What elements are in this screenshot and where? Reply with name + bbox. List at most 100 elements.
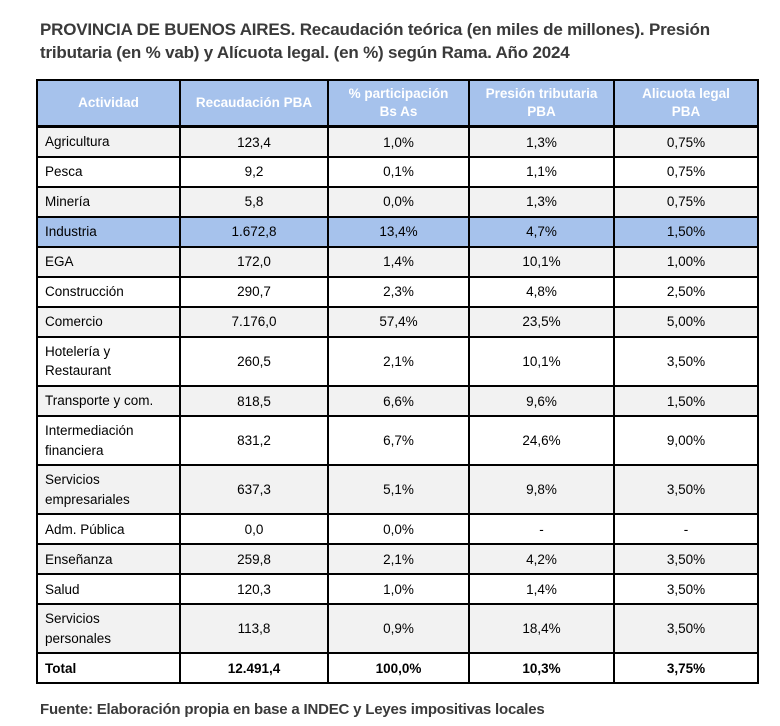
cell-activity: Construcción [36, 275, 181, 308]
cell-value: 172,0 [179, 245, 329, 278]
cell-value: 1.672,8 [179, 215, 329, 248]
cell-value: 1,0% [327, 573, 470, 606]
cell-value: 1,0% [327, 125, 470, 158]
cell-activity: Intermediación financiera [36, 415, 181, 467]
cell-value: 123,4 [179, 125, 329, 158]
cell-value: 3,50% [613, 543, 759, 576]
cell-value: 0,75% [613, 185, 759, 218]
cell-activity: EGA [36, 245, 181, 278]
cell-value: 1,50% [613, 215, 759, 248]
table-row: Salud 120,3 1,0% 1,4% 3,50% [36, 573, 759, 606]
cell-value: 1,4% [468, 573, 615, 606]
cell-value: 831,2 [179, 415, 329, 467]
cell-value: 10,1% [468, 245, 615, 278]
table-body: Agricultura 123,4 1,0% 1,3% 0,75% Pesca 9,2 0,1… [36, 125, 759, 685]
table-row: Comercio 7.176,0 57,4% 23,5% 5,00% [36, 305, 759, 338]
header-cell-2: % participación Bs As [327, 78, 470, 129]
cell-value: 637,3 [179, 464, 329, 516]
cell-value: - [468, 513, 615, 546]
cell-activity: Servicios personales [36, 603, 181, 655]
cell-value: 10,1% [468, 335, 615, 388]
cell-activity: Adm. Pública [36, 513, 181, 546]
cell-activity: Minería [36, 185, 181, 218]
cell-value: 818,5 [179, 385, 329, 418]
table-row: Minería 5,8 0,0% 1,3% 0,75% [36, 185, 759, 218]
table-row: Intermediación financiera 831,2 6,7% 24,6% 9… [36, 415, 759, 467]
cell-value: 23,5% [468, 305, 615, 338]
cell-value: 2,3% [327, 275, 470, 308]
cell-value: 10,3% [468, 652, 615, 685]
table-header: Actividad Recaudación PBA% participación … [36, 78, 759, 129]
cell-value: 5,1% [327, 464, 470, 516]
cell-value: 4,7% [468, 215, 615, 248]
header-cell-4: Alicuota legal PBA [613, 78, 759, 129]
cell-value: 0,0 [179, 513, 329, 546]
table-row: Enseñanza 259,8 2,1% 4,2% 3,50% [36, 543, 759, 576]
table-row: EGA 172,0 1,4% 10,1% 1,00% [36, 245, 759, 278]
table-row-total: Total 12.491,4 100,0% 10,3% 3,75% [36, 652, 759, 685]
cell-value: 3,50% [613, 335, 759, 388]
cell-value: 0,0% [327, 185, 470, 218]
cell-value: 7.176,0 [179, 305, 329, 338]
table-row: Servicios empresariales 637,3 5,1% 9,8% 3,50… [36, 464, 759, 516]
cell-value: 3,50% [613, 573, 759, 606]
header-cell-3: Presión tributaria PBA [468, 78, 615, 129]
table-row: Pesca 9,2 0,1% 1,1% 0,75% [36, 155, 759, 188]
cell-activity: Salud [36, 573, 181, 606]
header-cell-1: Recaudación PBA [179, 78, 329, 129]
cell-value: 2,1% [327, 335, 470, 388]
cell-value: 1,1% [468, 155, 615, 188]
cell-value: 120,3 [179, 573, 329, 606]
table-row: Industria 1.672,8 13,4% 4,7% 1,50% [36, 215, 759, 248]
cell-value: 113,8 [179, 603, 329, 655]
table-header-row: Actividad Recaudación PBA% participación … [36, 78, 759, 129]
table-row: Hotelería y Restaurant 260,5 2,1% 10,1% 3,50… [36, 335, 759, 388]
cell-value: 1,3% [468, 125, 615, 158]
cell-value: 0,1% [327, 155, 470, 188]
table-row: Servicios personales 113,8 0,9% 18,4% 3,50% [36, 603, 759, 655]
data-table: Actividad Recaudación PBA% participación … [36, 78, 759, 685]
cell-value: 4,2% [468, 543, 615, 576]
cell-value: 9,6% [468, 385, 615, 418]
cell-activity: Servicios empresariales [36, 464, 181, 516]
cell-value: 100,0% [327, 652, 470, 685]
cell-value: 4,8% [468, 275, 615, 308]
cell-value: 0,9% [327, 603, 470, 655]
cell-value: 0,75% [613, 125, 759, 158]
table-row: Construcción 290,7 2,3% 4,8% 2,50% [36, 275, 759, 308]
cell-value: 13,4% [327, 215, 470, 248]
cell-value: 0,75% [613, 155, 759, 188]
cell-value: 9,2 [179, 155, 329, 188]
cell-activity: Comercio [36, 305, 181, 338]
cell-value: - [613, 513, 759, 546]
table-row: Transporte y com. 818,5 6,6% 9,6% 1,50% [36, 385, 759, 418]
cell-value: 1,4% [327, 245, 470, 278]
table-row: Adm. Pública 0,0 0,0% - - [36, 513, 759, 546]
cell-activity: Agricultura [36, 125, 181, 158]
cell-value: 1,3% [468, 185, 615, 218]
cell-value: 259,8 [179, 543, 329, 576]
page-title: PROVINCIA DE BUENOS AIRES. Recaudación t… [40, 20, 710, 63]
cell-value: 5,8 [179, 185, 329, 218]
cell-value: 0,0% [327, 513, 470, 546]
cell-value: 12.491,4 [179, 652, 329, 685]
cell-value: 9,8% [468, 464, 615, 516]
cell-activity: Pesca [36, 155, 181, 188]
cell-value: 1,00% [613, 245, 759, 278]
cell-value: 5,00% [613, 305, 759, 338]
table-row: Agricultura 123,4 1,0% 1,3% 0,75% [36, 125, 759, 158]
cell-value: 3,75% [613, 652, 759, 685]
cell-value: 18,4% [468, 603, 615, 655]
cell-value: 57,4% [327, 305, 470, 338]
cell-value: 2,50% [613, 275, 759, 308]
cell-activity: Enseñanza [36, 543, 181, 576]
cell-value: 6,7% [327, 415, 470, 467]
cell-activity: Transporte y com. [36, 385, 181, 418]
cell-value: 24,6% [468, 415, 615, 467]
cell-value: 3,50% [613, 603, 759, 655]
source-note: Fuente: Elaboración propia en base a IND… [40, 701, 545, 719]
cell-activity: Hotelería y Restaurant [36, 335, 181, 388]
cell-activity: Total [36, 652, 181, 685]
cell-value: 260,5 [179, 335, 329, 388]
